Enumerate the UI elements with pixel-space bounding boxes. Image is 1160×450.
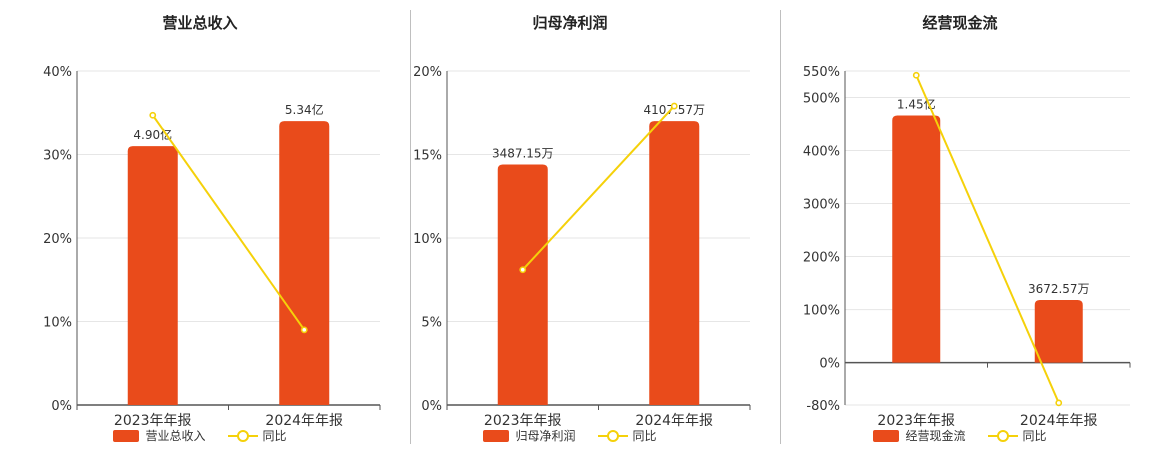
bar	[649, 121, 700, 405]
legend-line-swatch	[987, 429, 1018, 443]
yoy-point	[912, 71, 920, 79]
yoy-point	[300, 326, 308, 334]
legend-line-label: 同比	[1022, 429, 1047, 443]
y-tick-label: 40%	[43, 65, 72, 80]
y-tick-label: 400%	[803, 145, 840, 160]
legend-bar-label: 归母净利润	[515, 429, 576, 443]
x-tick-label: 2024年年报	[635, 413, 713, 429]
bar	[1034, 300, 1083, 363]
legend: 归母净利润 同比	[370, 427, 770, 444]
panel-divider	[780, 10, 781, 444]
bar-value-label: 3487.15万	[492, 147, 554, 161]
y-tick-label: 15%	[413, 149, 442, 164]
y-tick-label: 20%	[413, 65, 442, 80]
chart-svg: 0% 10% 20% 30% 40% 4.90亿 2023年年报 5.34亿 2024年年报	[43, 65, 381, 429]
y-tick-label: 200%	[803, 251, 840, 266]
y-tick-label: 30%	[43, 149, 72, 164]
x-tick-label: 2023年年报	[877, 413, 955, 429]
y-tick-label: 0%	[819, 357, 840, 372]
y-tick-label: 0%	[421, 399, 442, 414]
y-tick-label: 100%	[803, 304, 840, 319]
y-tick-label: 10%	[413, 232, 442, 247]
bar-value-label: 1.45亿	[897, 97, 936, 112]
legend: 经营现金流 同比	[760, 427, 1160, 444]
bar-value-label: 5.34亿	[285, 102, 324, 117]
y-tick-label: -80%	[806, 399, 840, 414]
x-tick-label: 2024年年报	[1020, 413, 1098, 429]
legend-line-label: 同比	[632, 429, 657, 443]
yoy-point	[670, 102, 678, 110]
bar	[892, 115, 941, 363]
legend-line-swatch	[227, 429, 258, 443]
bar-value-label: 4107.57万	[643, 103, 705, 117]
legend-line-label: 同比	[262, 429, 287, 443]
y-tick-label: 300%	[803, 198, 840, 213]
chart-svg: 0% 5% 10% 15% 20% 3487.15万 2023年年报 4107.57万 2024…	[413, 65, 751, 429]
panel-divider	[410, 10, 411, 444]
bar	[497, 164, 548, 405]
legend-bar-swatch	[113, 429, 140, 442]
chart-panel-net-profit: 归母净利润 0% 5% 10% 15% 20% 3487.15万 2023年年报 4107.5…	[370, 0, 770, 450]
chart-title: 营业总收入	[162, 14, 238, 32]
legend: 营业总收入 同比	[0, 427, 400, 444]
x-tick-label: 2024年年报	[265, 413, 343, 429]
legend-bar-label: 营业总收入	[145, 429, 206, 443]
y-tick-label: 0%	[51, 399, 72, 414]
bar	[127, 146, 178, 405]
yoy-line	[915, 74, 1060, 404]
yoy-point	[149, 111, 157, 119]
chart-panel-operating-cashflow: 经营现金流 -80% 0% 100% 200% 300% 400% 500% 550% 1.45…	[760, 0, 1160, 450]
chart-title: 归母净利润	[532, 14, 608, 32]
legend-bar-label: 经营现金流	[905, 429, 966, 443]
y-tick-label: 500%	[803, 92, 840, 107]
y-tick-label: 550%	[803, 65, 840, 80]
y-tick-label: 20%	[43, 232, 72, 247]
yoy-point	[519, 266, 527, 274]
bar-value-label: 3672.57万	[1028, 282, 1090, 296]
legend-bar-swatch	[873, 429, 900, 442]
y-tick-label: 5%	[421, 316, 442, 331]
chart-title: 经营现金流	[922, 14, 998, 32]
chart-svg: -80% 0% 100% 200% 300% 400% 500% 550% 1.45亿 2023年…	[803, 65, 1131, 429]
yoy-line	[522, 105, 675, 271]
bar-value-label: 4.90亿	[133, 127, 172, 142]
y-tick-label: 10%	[43, 316, 72, 331]
chart-panel-revenue: 营业总收入 0% 10% 20% 30% 40% 4.90亿 2023年年报 5.34亿 202…	[0, 0, 400, 450]
legend-bar-swatch	[483, 429, 510, 442]
x-tick-label: 2023年年报	[114, 413, 192, 429]
yoy-point	[1055, 399, 1063, 407]
yoy-line	[151, 114, 306, 331]
x-tick-label: 2023年年报	[484, 413, 562, 429]
legend-line-swatch	[597, 429, 628, 443]
bar	[279, 121, 330, 405]
